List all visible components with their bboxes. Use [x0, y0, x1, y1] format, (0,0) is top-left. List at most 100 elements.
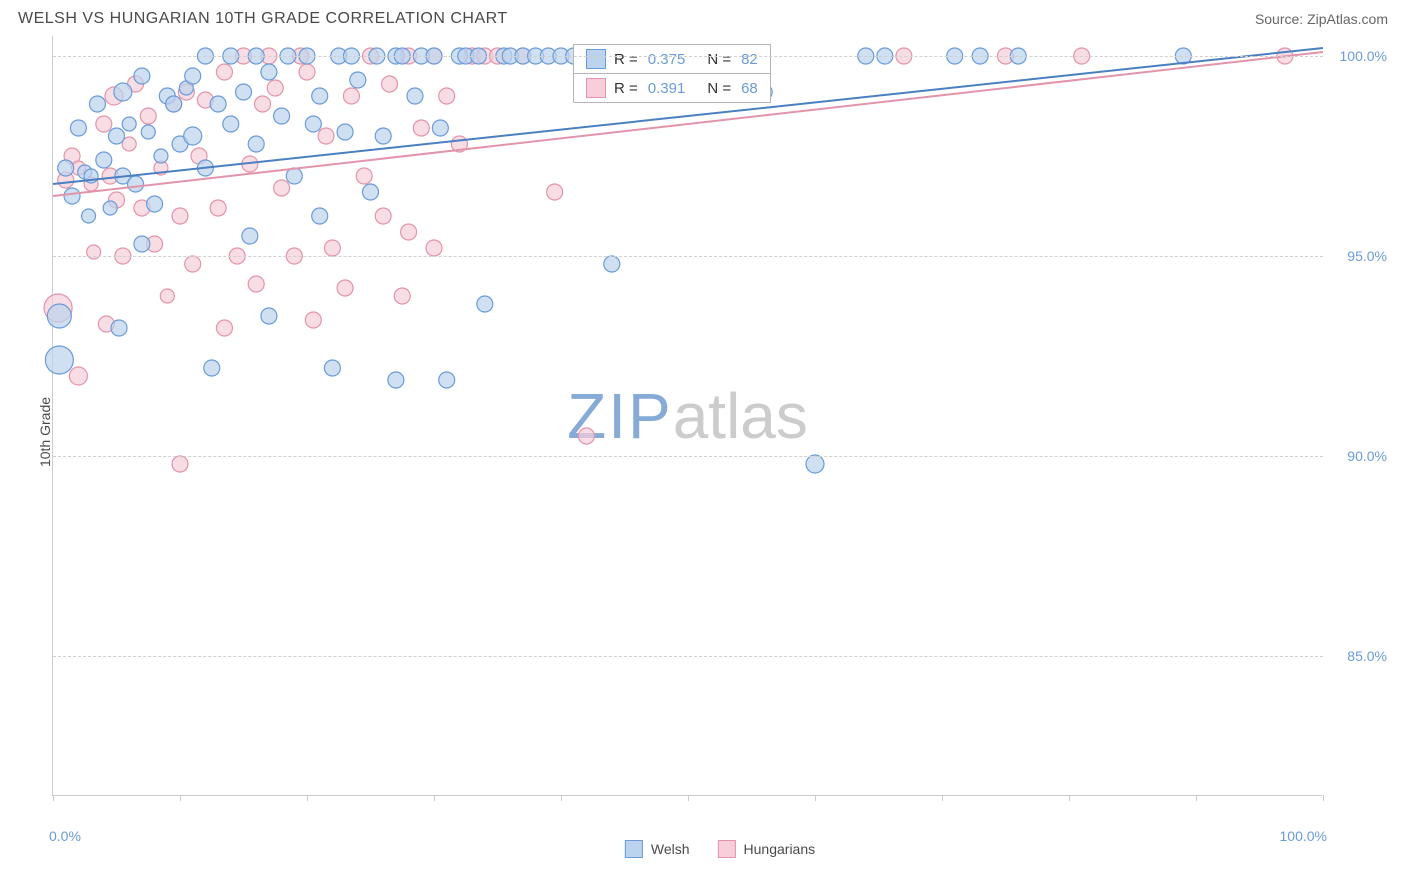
scatter-point [337, 280, 353, 296]
series-legend: Welsh Hungarians [625, 840, 815, 858]
scatter-point [64, 188, 80, 204]
scatter-point [210, 200, 226, 216]
scatter-point [140, 108, 156, 124]
scatter-point [184, 127, 202, 145]
legend-swatch [625, 840, 643, 858]
legend-r-value: 0.391 [648, 80, 686, 97]
scatter-point [96, 152, 112, 168]
ytick-label: 90.0% [1327, 448, 1387, 464]
scatter-point [318, 128, 334, 144]
scatter-point [401, 224, 417, 240]
scatter-point [223, 116, 239, 132]
legend-r-label: R = [614, 80, 638, 97]
scatter-point [45, 346, 73, 374]
plot-container: 10th Grade ZIPatlas R =0.375N =82R =0.39… [52, 36, 1388, 828]
scatter-point [267, 80, 283, 96]
legend-item: Hungarians [718, 840, 816, 858]
scatter-point [274, 108, 290, 124]
scatter-point [299, 64, 315, 80]
scatter-point [324, 360, 340, 376]
scatter-point [343, 88, 359, 104]
xtick [561, 795, 562, 801]
scatter-point [305, 116, 321, 132]
scatter-point [426, 240, 442, 256]
scatter-point [350, 72, 366, 88]
scatter-point [109, 128, 125, 144]
scatter-point [261, 64, 277, 80]
legend-swatch [586, 78, 606, 98]
scatter-point [185, 256, 201, 272]
scatter-point [375, 208, 391, 224]
scatter-point [312, 208, 328, 224]
xtick [942, 795, 943, 801]
scatter-point [166, 96, 182, 112]
scatter-point [286, 168, 302, 184]
scatter-point [413, 120, 429, 136]
gridline [53, 456, 1323, 457]
scatter-point [210, 96, 226, 112]
scatter-point [96, 116, 112, 132]
stats-legend-row: R = 0.391 N = 68 [574, 74, 770, 102]
ytick-label: 100.0% [1327, 48, 1387, 64]
legend-n-label: N = [707, 51, 731, 68]
scatter-point [58, 160, 74, 176]
xtick [180, 795, 181, 801]
scatter-point [172, 456, 188, 472]
scatter-point [89, 96, 105, 112]
scatter-point [394, 288, 410, 304]
legend-label: Welsh [651, 841, 690, 857]
xtick [1069, 795, 1070, 801]
scatter-point [154, 149, 168, 163]
scatter-point [242, 228, 258, 244]
scatter-point [604, 256, 620, 272]
xtick [434, 795, 435, 801]
scatter-point [356, 168, 372, 184]
scatter-point [114, 83, 132, 101]
legend-r-label: R = [614, 51, 638, 68]
scatter-point [547, 184, 563, 200]
scatter-point [407, 88, 423, 104]
xtick [53, 795, 54, 801]
scatter-point [382, 76, 398, 92]
legend-n-value: 82 [741, 51, 758, 68]
scatter-point [160, 289, 174, 303]
legend-label: Hungarians [744, 841, 816, 857]
xtick [307, 795, 308, 801]
scatter-point [439, 372, 455, 388]
scatter-point [216, 64, 232, 80]
chart-header: WELSH VS HUNGARIAN 10TH GRADE CORRELATIO… [0, 0, 1406, 36]
scatter-point [172, 208, 188, 224]
scatter-point [236, 84, 252, 100]
scatter-point [578, 428, 594, 444]
source-label: Source: ZipAtlas.com [1255, 11, 1388, 27]
legend-n-label: N = [707, 80, 731, 97]
ytick-label: 95.0% [1327, 248, 1387, 264]
gridline [53, 256, 1323, 257]
gridline [53, 56, 1323, 57]
scatter-point [248, 136, 264, 152]
scatter-point [47, 304, 71, 328]
scatter-point [477, 296, 493, 312]
scatter-point [122, 117, 136, 131]
scatter-point [324, 240, 340, 256]
scatter-point [185, 68, 201, 84]
scatter-point [248, 276, 264, 292]
scatter-point [337, 124, 353, 140]
plot-area: ZIPatlas R =0.375N =82R =0.391N =68 85.0… [52, 36, 1322, 796]
scatter-point [363, 184, 379, 200]
scatter-point [141, 125, 155, 139]
scatter-point [255, 96, 271, 112]
scatter-point [274, 180, 290, 196]
legend-item: Welsh [625, 840, 690, 858]
scatter-point [70, 120, 86, 136]
scatter-point [134, 68, 150, 84]
xtick [1323, 795, 1324, 801]
y-axis-label: 10th Grade [37, 397, 53, 467]
scatter-point [261, 308, 277, 324]
xtick-label: 100.0% [1277, 828, 1327, 844]
legend-n-value: 68 [741, 80, 758, 97]
scatter-point [128, 176, 144, 192]
scatter-point [806, 455, 824, 473]
scatter-point [388, 372, 404, 388]
stats-legend-row: R =0.375N =82 [574, 45, 770, 74]
